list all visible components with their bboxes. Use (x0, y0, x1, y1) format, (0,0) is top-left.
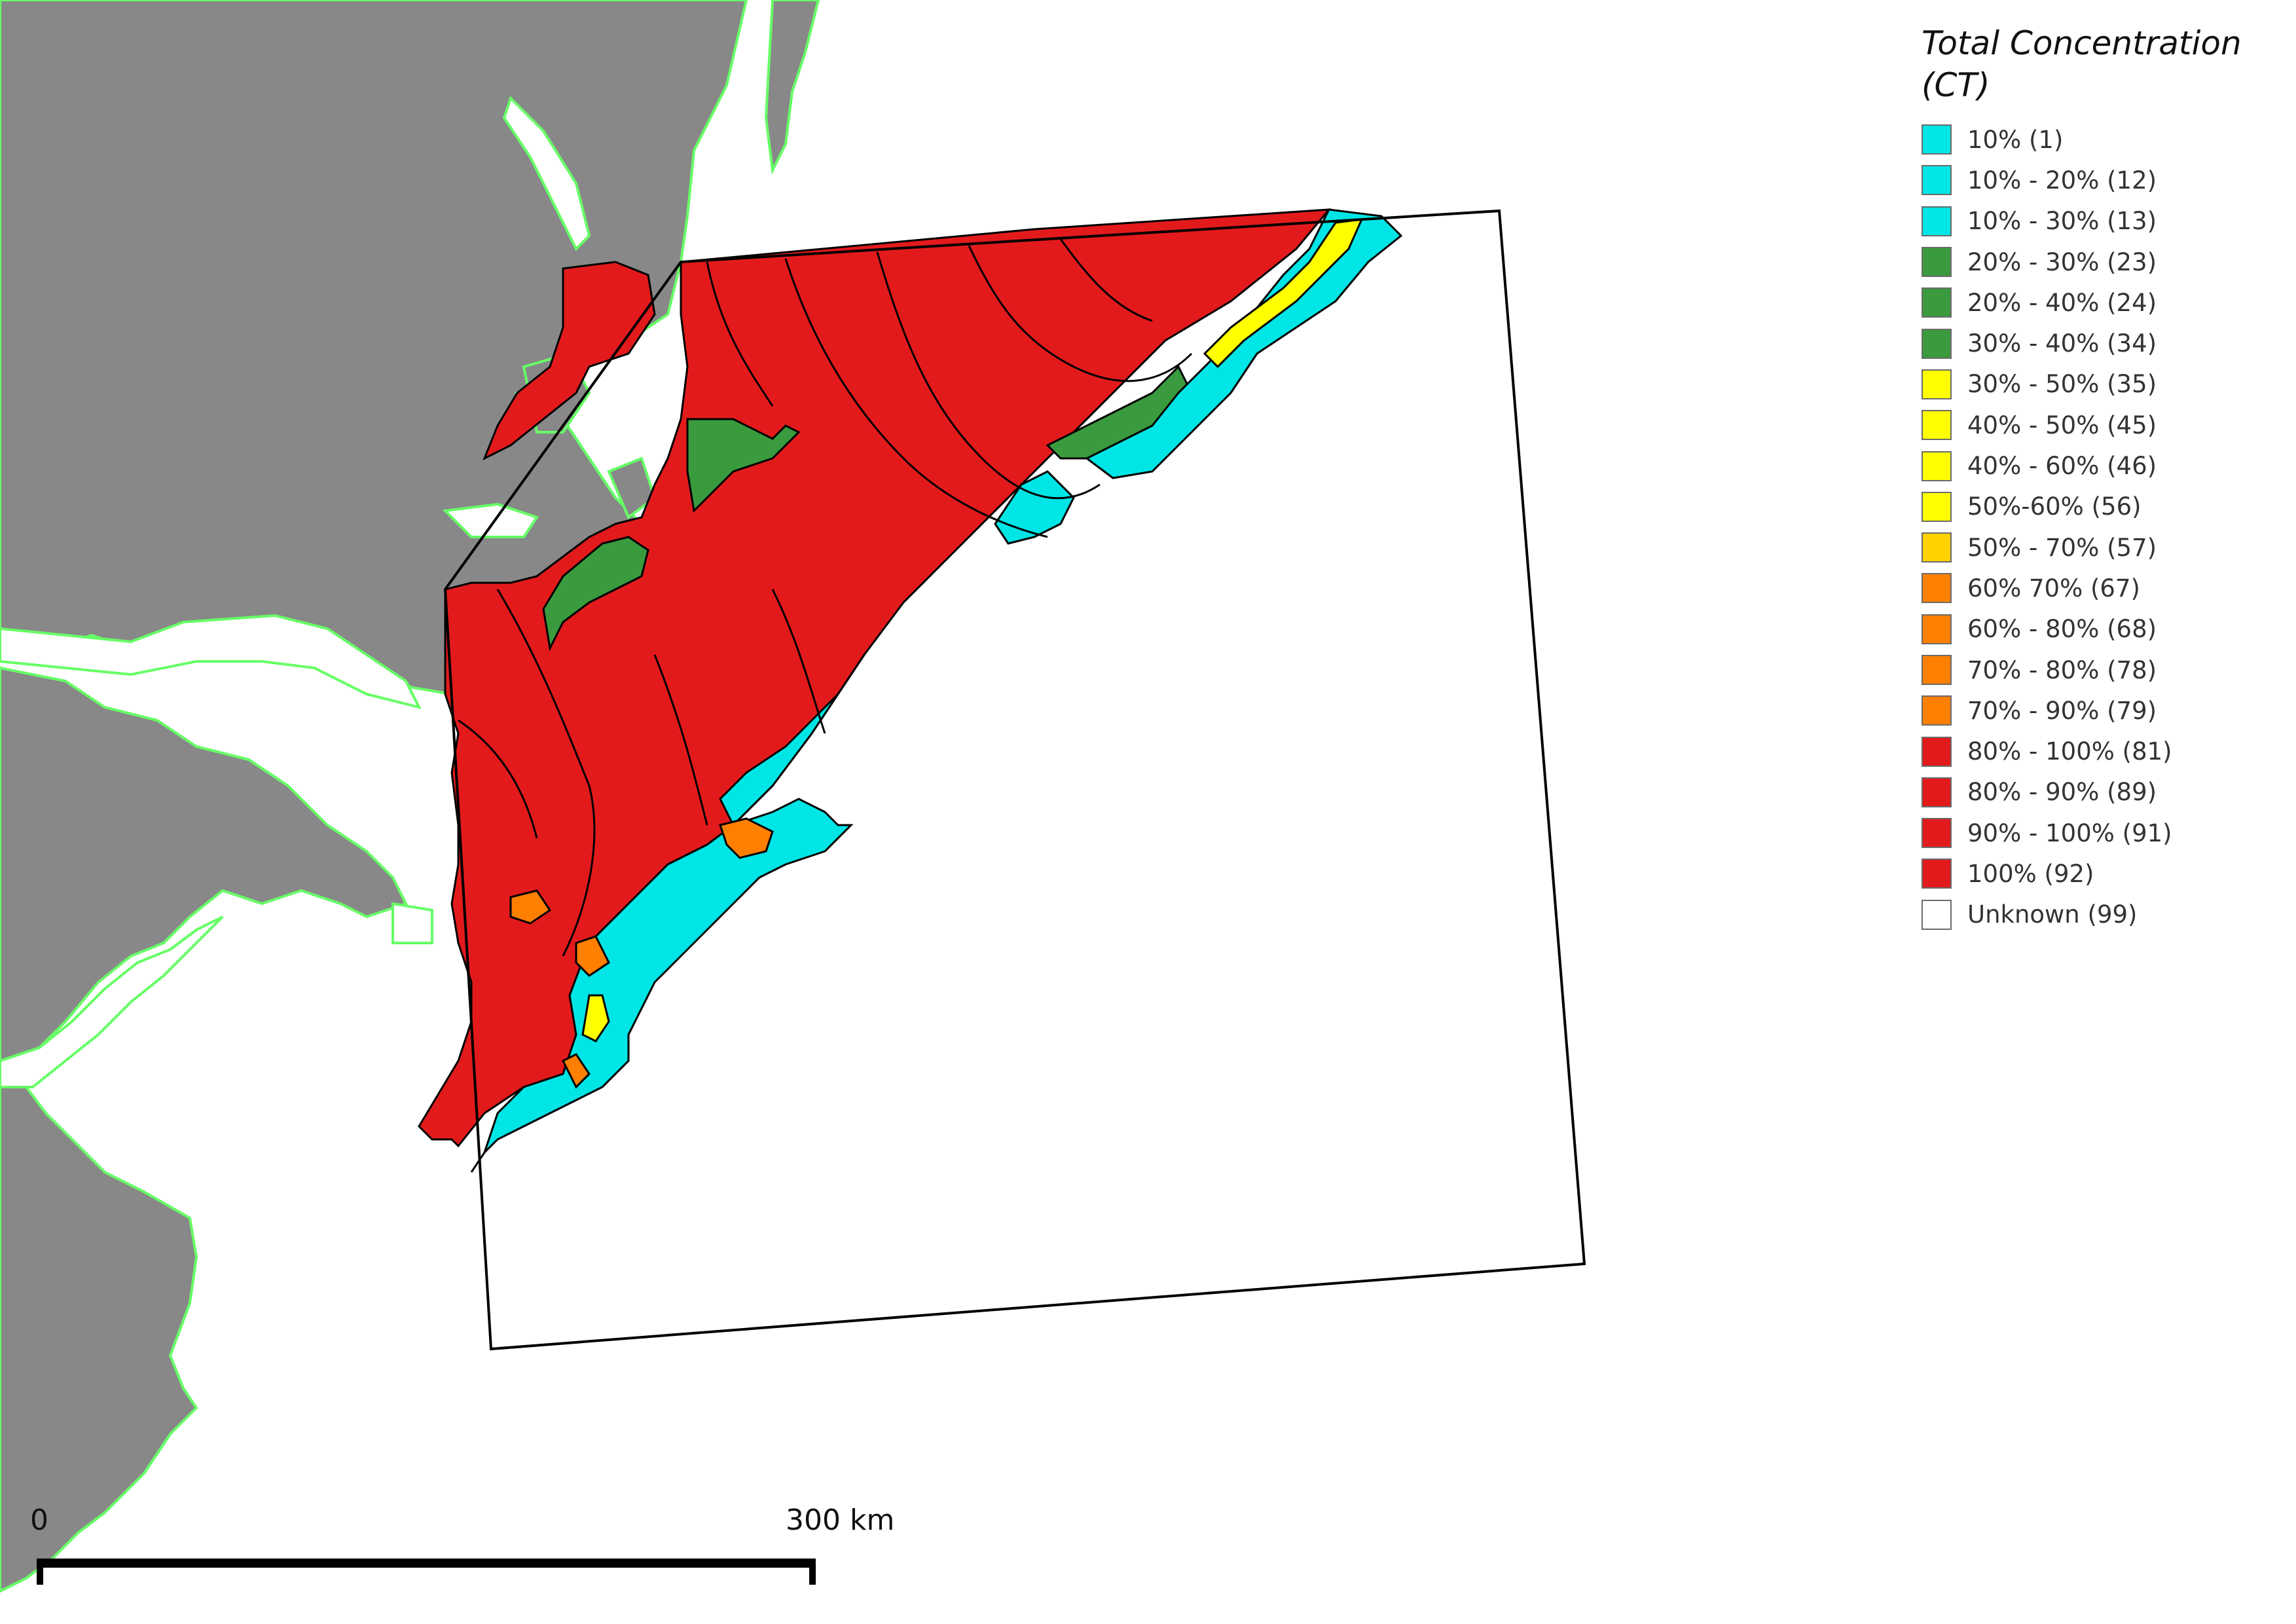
legend-label: 30% - 50% (35) (1967, 370, 2157, 399)
legend-swatch (1922, 899, 1952, 930)
ice-area-orange-3 (575, 935, 610, 977)
legend-label: 10% - 20% (12) (1967, 166, 2157, 194)
ice-area-orange-4 (561, 1053, 591, 1089)
legend-items: 10% (1) 10% - 20% (12) 10% - 30% (13) 20% -… (1922, 119, 2275, 935)
legend-item: 50%-60% (56) (1922, 487, 2275, 527)
legend-item: 10% - 20% (12) (1922, 160, 2275, 200)
legend-swatch (1922, 655, 1952, 685)
legend-swatch (1922, 206, 1952, 236)
legend-label: 20% - 30% (23) (1967, 248, 2157, 276)
legend-item: 60% 70% (67) (1922, 568, 2275, 608)
legend-label: 10% - 30% (13) (1967, 207, 2157, 236)
legend-swatch (1922, 287, 1952, 318)
legend-swatch (1922, 451, 1952, 481)
ice-area-green-2 (542, 536, 649, 652)
scale-bar-start-label: 0 (30, 1504, 48, 1537)
scale-bar-tick-left (37, 1559, 43, 1585)
legend-item: 60% - 80% (68) (1922, 609, 2275, 650)
water-channels (0, 96, 591, 1088)
legend-swatch (1922, 858, 1952, 889)
legend-label: 80% - 90% (89) (1967, 778, 2157, 807)
legend-item: Unknown (99) (1922, 895, 2275, 935)
legend-item: 70% - 90% (79) (1922, 690, 2275, 731)
legend-label: 30% - 40% (34) (1967, 329, 2157, 358)
legend-item: 30% - 50% (35) (1922, 364, 2275, 405)
legend-item: 20% - 40% (24) (1922, 282, 2275, 323)
scale-bar-tick-right (809, 1559, 816, 1585)
ice-area-yellow-2 (581, 994, 610, 1043)
legend-title: Total Concentration (CT) (1922, 24, 2242, 104)
legend-item: 90% - 100% (91) (1922, 813, 2275, 853)
legend-label: 50%-60% (56) (1967, 492, 2141, 521)
legend-swatch (1922, 124, 1952, 155)
legend-label: 60% 70% (67) (1967, 574, 2140, 602)
ice-area-100-inlet (483, 261, 656, 461)
legend-swatch (1922, 369, 1952, 399)
legend-label: 70% - 80% (78) (1967, 655, 2157, 684)
legend-item: 30% - 40% (34) (1922, 323, 2275, 363)
legend-item: 10% (1) (1922, 119, 2275, 160)
scale-bar-line (37, 1559, 816, 1568)
legend-label: 40% - 50% (45) (1967, 411, 2157, 439)
legend-swatch (1922, 532, 1952, 563)
legend-swatch (1922, 165, 1952, 196)
legend-swatch (1922, 328, 1952, 359)
legend-swatch (1922, 410, 1952, 441)
legend-label: 20% - 40% (24) (1967, 288, 2157, 317)
scale-bar-end-label: 300 km (786, 1504, 895, 1537)
legend-swatch (1922, 736, 1952, 767)
legend-label: 10% (1) (1967, 125, 2064, 154)
legend-item: 80% - 90% (89) (1922, 772, 2275, 813)
legend-item: 40% - 60% (46) (1922, 445, 2275, 486)
ice-area-100 (418, 208, 1332, 1148)
legend-label: 50% - 70% (57) (1967, 533, 2157, 562)
ice-area-orange-2 (509, 889, 552, 925)
ice-area-green-1 (686, 418, 801, 513)
ice-area-yellow-1 (1203, 218, 1364, 369)
legend-label: 80% - 100% (81) (1967, 737, 2172, 766)
legend-swatch (1922, 491, 1952, 522)
legend-label: 90% - 100% (91) (1967, 819, 2172, 847)
ice-boundaries (458, 238, 1193, 957)
legend: Total Concentration (CT) 10% (1) 10% - 20… (1922, 22, 2275, 935)
legend-item: 20% - 30% (23) (1922, 242, 2275, 282)
legend-item: 50% - 70% (57) (1922, 527, 2275, 568)
legend-swatch (1922, 818, 1952, 849)
ice-area-orange-1 (719, 817, 774, 859)
legend-label: 40% - 60% (46) (1967, 452, 2157, 481)
legend-swatch (1922, 777, 1952, 807)
ice-polygons (418, 208, 1403, 1173)
legend-label: 60% - 80% (68) (1967, 615, 2157, 644)
legend-item: 10% - 30% (13) (1922, 201, 2275, 242)
legend-label: 70% - 90% (79) (1967, 696, 2157, 725)
scale-bar (37, 1559, 816, 1585)
legend-swatch (1922, 695, 1952, 726)
legend-item: 100% (92) (1922, 853, 2275, 894)
ice-area-cyan-3 (994, 470, 1075, 545)
legend-label: Unknown (99) (1967, 900, 2138, 929)
legend-swatch (1922, 573, 1952, 604)
legend-item: 70% - 80% (78) (1922, 650, 2275, 690)
legend-swatch (1922, 614, 1952, 644)
legend-item: 40% - 50% (45) (1922, 405, 2275, 445)
legend-swatch (1922, 247, 1952, 278)
chart-region-frame (443, 209, 1586, 1351)
legend-item: 80% - 100% (81) (1922, 731, 2275, 771)
legend-label: 100% (92) (1967, 859, 2094, 888)
